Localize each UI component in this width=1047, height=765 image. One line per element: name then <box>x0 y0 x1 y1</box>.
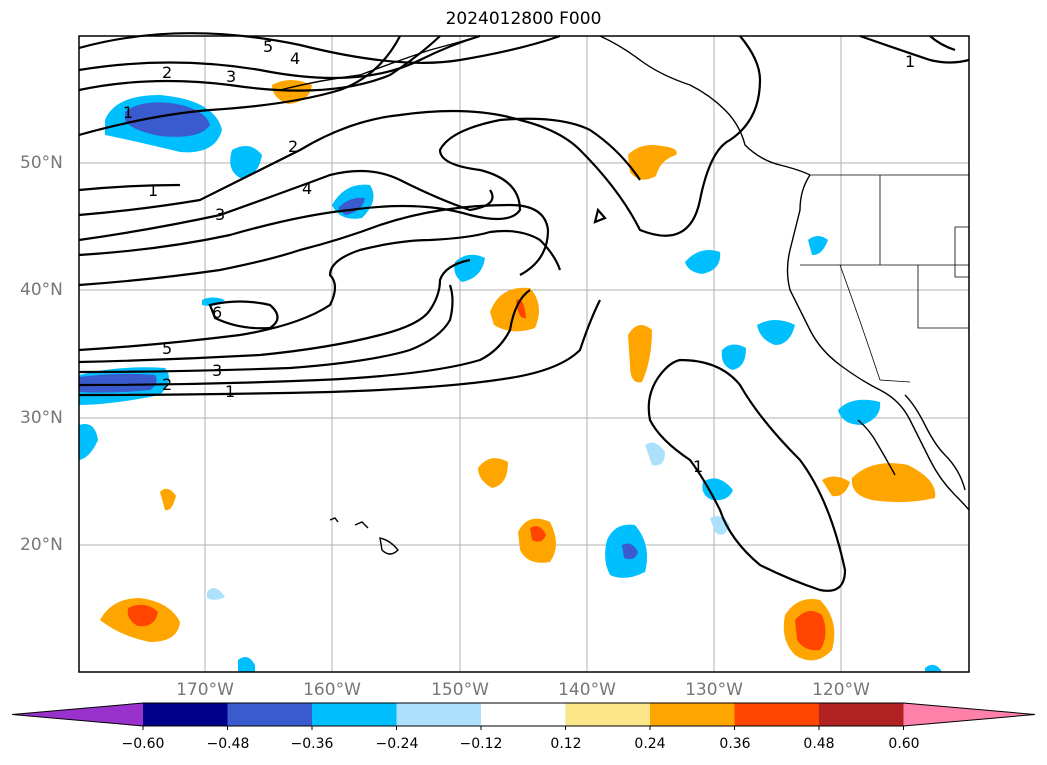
pos-blob <box>478 458 508 488</box>
colorbar-segment <box>565 703 651 726</box>
state-borders <box>800 174 970 383</box>
contour-label: 3 <box>212 361 222 380</box>
lon-label: 160°W <box>303 680 361 700</box>
lon-label: 140°W <box>558 680 616 700</box>
contour-label: 6 <box>212 303 222 322</box>
pos-blob <box>272 80 312 104</box>
lon-label: 170°W <box>176 680 234 700</box>
lat-label: 40°N <box>20 280 63 300</box>
neg-blob <box>645 442 665 466</box>
colorbar-tick-label: 0.48 <box>803 736 835 752</box>
contour-label: 2 <box>162 63 172 82</box>
colorbar-tick-label: 0.24 <box>634 736 666 752</box>
contour-label: 5 <box>263 37 273 56</box>
colorbar-tick-label: −0.24 <box>375 736 419 752</box>
colorbar-tick-label: −0.12 <box>459 736 503 752</box>
contour-label: 2 <box>162 375 172 394</box>
contour-label: 3 <box>215 205 225 224</box>
colorbar-segment <box>650 703 735 726</box>
lat-label: 30°N <box>20 408 63 428</box>
colorbar-tick-label: 0.12 <box>550 736 582 752</box>
map-frame <box>78 35 970 673</box>
lon-label: 120°W <box>812 680 870 700</box>
colorbar-segment <box>819 703 904 726</box>
lon-label: 150°W <box>431 680 489 700</box>
lon-label: 130°W <box>685 680 743 700</box>
map-title: 2024012800 F000 <box>445 9 602 29</box>
pos-blob <box>795 611 826 651</box>
neg-blob <box>702 478 733 501</box>
contour-label: 1 <box>225 382 235 401</box>
neg-blob <box>207 588 225 600</box>
contour-label: 1 <box>148 181 158 200</box>
lat-label: 50°N <box>20 153 63 173</box>
colorbar-extend-max <box>903 703 1035 726</box>
colorbar-tick-label: −0.36 <box>290 736 334 752</box>
colorbar-segment <box>312 703 397 726</box>
contour-label: 1 <box>693 457 703 476</box>
contour-label: 3 <box>226 67 236 86</box>
contour-label: 5 <box>162 339 172 358</box>
colorbar-segment <box>396 703 482 726</box>
coastlines <box>279 35 970 555</box>
colorbar-extend-min <box>12 703 143 726</box>
neg-blob <box>685 249 721 274</box>
contour-label: 1 <box>123 103 133 122</box>
pos-blob <box>160 488 176 511</box>
contour-label: 4 <box>290 49 300 68</box>
contour-label: 2 <box>288 137 298 156</box>
colorbar-segment <box>143 703 228 726</box>
neg-blob <box>125 102 210 137</box>
contour-label: 4 <box>302 179 312 198</box>
contour-labels: 5 4 3 2 1 2 1 3 4 6 5 3 2 1 1 1 <box>123 37 915 476</box>
neg-blob <box>79 373 157 393</box>
pos-blob <box>530 526 546 542</box>
neg-blob <box>454 254 485 282</box>
contour-label: 1 <box>905 52 915 71</box>
pos-blob <box>127 604 158 627</box>
neg-blob <box>925 664 942 672</box>
neg-blob <box>721 344 746 370</box>
colorbar-tick-label: 0.36 <box>719 736 751 752</box>
colorbar-segment <box>734 703 820 726</box>
contour-lines <box>78 32 970 592</box>
neg-blob <box>838 399 881 425</box>
neg-blob <box>79 424 98 460</box>
colorbar-tick-label: −0.48 <box>206 736 250 752</box>
lat-label: 20°N <box>20 535 63 555</box>
pos-blob <box>628 325 652 383</box>
neg-blob <box>757 320 795 345</box>
colorbar-segment <box>227 703 313 726</box>
neg-blob <box>808 236 828 256</box>
pos-blob <box>628 145 677 180</box>
colorbar-outline <box>11 702 1036 727</box>
colorbar-tick-label: 0.60 <box>888 736 920 752</box>
pos-blob <box>851 463 936 503</box>
neg-blob <box>238 656 255 672</box>
neg-blob <box>622 543 638 560</box>
pos-blob <box>822 476 850 497</box>
anomaly-fills <box>79 80 942 672</box>
colorbar-segment <box>481 703 566 726</box>
neg-blob <box>230 146 262 178</box>
map-plot: 5 4 3 2 1 2 1 3 4 6 5 3 2 1 1 1 <box>78 32 970 673</box>
neg-blob <box>202 297 225 306</box>
colorbar-tick-label: −0.60 <box>121 736 165 752</box>
